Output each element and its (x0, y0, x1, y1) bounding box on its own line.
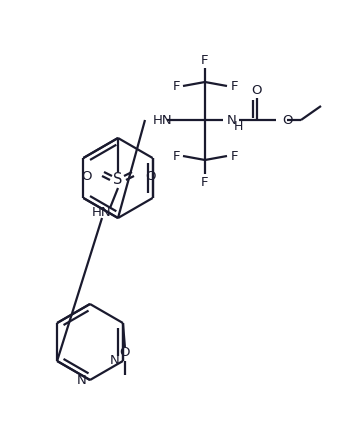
Text: N: N (110, 354, 120, 367)
Text: F: F (201, 177, 209, 190)
Text: O: O (120, 346, 130, 360)
Text: S: S (113, 173, 123, 187)
Text: N: N (227, 113, 237, 127)
Text: O: O (81, 170, 91, 183)
Text: F: F (201, 54, 209, 67)
Text: HN: HN (153, 113, 173, 127)
Text: F: F (172, 80, 180, 92)
Text: F: F (230, 149, 238, 162)
Text: H: H (234, 120, 243, 133)
Text: HN: HN (92, 205, 112, 219)
Text: O: O (145, 170, 155, 183)
Text: F: F (230, 80, 238, 92)
Text: O: O (282, 113, 292, 127)
Text: O: O (252, 84, 262, 96)
Text: N: N (77, 374, 87, 386)
Text: F: F (172, 149, 180, 162)
